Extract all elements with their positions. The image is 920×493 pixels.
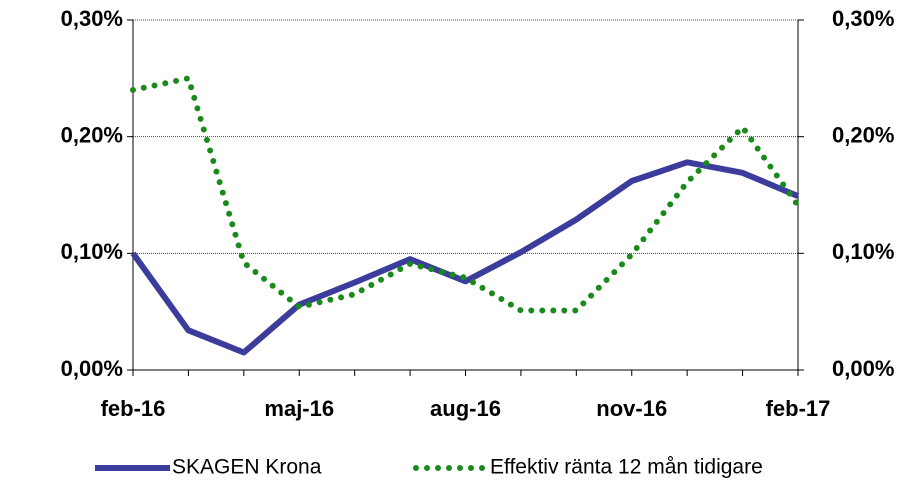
series-line (130, 75, 801, 314)
y2-tick-label: 0,30% (832, 6, 894, 31)
y2-tick-label: 0,00% (832, 356, 894, 381)
legend-label: SKAGEN Krona (172, 456, 322, 479)
y2-tick-label: 0,20% (832, 122, 894, 147)
x-tick-label: nov-16 (596, 396, 667, 421)
y-tick-label: 0,30% (61, 6, 123, 31)
y-tick-label: 0,10% (61, 239, 123, 264)
legend-label: Effektiv ränta 12 mån tidigare (490, 456, 763, 479)
series-line (130, 159, 800, 356)
y-tick-label: 0,00% (61, 356, 123, 381)
x-tick-label: maj-16 (264, 396, 334, 421)
x-tick-label: feb-17 (766, 396, 831, 421)
y-tick-label: 0,20% (61, 122, 123, 147)
x-tick-label: feb-16 (101, 396, 166, 421)
y2-tick-label: 0,10% (832, 239, 894, 264)
x-tick-label: aug-16 (430, 396, 501, 421)
